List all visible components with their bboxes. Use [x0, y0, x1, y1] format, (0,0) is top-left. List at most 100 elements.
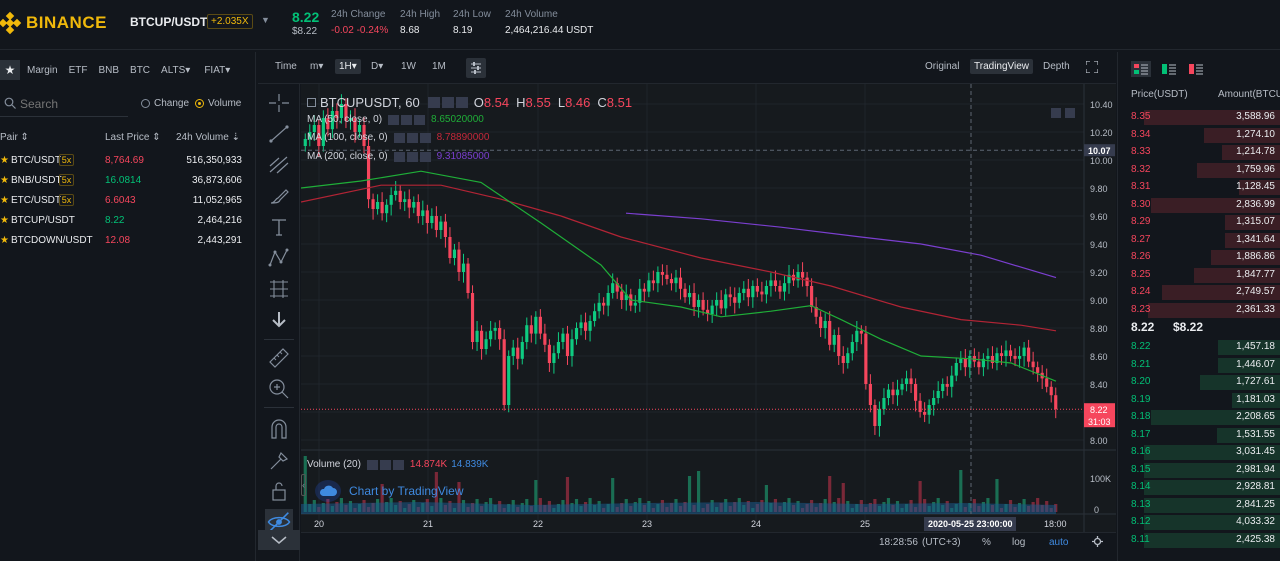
- bid-row[interactable]: 8.12 4,033.32: [1118, 514, 1280, 531]
- fib-retracement-icon[interactable]: [267, 154, 291, 176]
- ask-row[interactable]: 8.31 1,128.45: [1118, 179, 1280, 196]
- interval-day[interactable]: D▾: [371, 61, 384, 72]
- text-tool-icon[interactable]: [267, 216, 291, 238]
- bid-row[interactable]: 8.22 1,457.18: [1118, 339, 1280, 356]
- ask-row[interactable]: 8.27 1,341.64: [1118, 232, 1280, 249]
- interval-minutes[interactable]: m▾: [310, 61, 324, 72]
- binance-logo[interactable]: BINANCE: [0, 11, 107, 35]
- market-row[interactable]: ★ BTCDOWN/USDT 12.08 2,443,291: [0, 232, 250, 252]
- indicators-settings-icon[interactable]: [466, 58, 486, 78]
- orderbook-both-icon[interactable]: [1131, 61, 1151, 77]
- log-scale-button[interactable]: log: [1012, 537, 1026, 548]
- bid-row[interactable]: 8.19 1,181.03: [1118, 392, 1280, 409]
- bid-row[interactable]: 8.18 2,208.65: [1118, 409, 1280, 426]
- ma100-line: [301, 184, 1057, 332]
- ask-row[interactable]: 8.34 1,274.10: [1118, 127, 1280, 144]
- favorite-star-icon[interactable]: ★: [0, 235, 9, 246]
- last-price: 8.22: [292, 9, 320, 25]
- ask-row[interactable]: 8.24 2,749.57: [1118, 284, 1280, 301]
- view-original[interactable]: Original: [925, 61, 960, 72]
- favorites-star-icon[interactable]: ★: [0, 60, 20, 80]
- zoom-in-icon[interactable]: [267, 377, 291, 399]
- orderbook-asks-icon[interactable]: [1186, 61, 1206, 77]
- ask-row[interactable]: 8.26 1,886.86: [1118, 249, 1280, 266]
- view-tradingview[interactable]: TradingView: [970, 59, 1034, 74]
- tab-margin[interactable]: Margin: [27, 64, 58, 76]
- gear-icon[interactable]: [1092, 536, 1103, 547]
- favorite-star-icon[interactable]: ★: [0, 155, 9, 166]
- ask-row[interactable]: 8.35 3,588.96: [1118, 109, 1280, 126]
- interval-month[interactable]: 1M: [432, 61, 446, 72]
- clock-time: 18:28:56: [879, 537, 918, 548]
- chevron-down-icon[interactable]: ▼: [261, 15, 270, 25]
- price-tick-label: 8.60: [1090, 352, 1108, 362]
- pattern-icon[interactable]: [267, 247, 291, 269]
- search-input[interactable]: [20, 96, 125, 112]
- ask-row[interactable]: 8.29 1,315.07: [1118, 214, 1280, 231]
- order-price: 8.34: [1131, 128, 1151, 140]
- bid-row[interactable]: 8.20 1,727.61: [1118, 374, 1280, 391]
- ruler-icon[interactable]: [267, 346, 291, 368]
- orderbook-bids-icon[interactable]: [1159, 61, 1179, 77]
- bid-row[interactable]: 8.11 2,425.38: [1118, 532, 1280, 549]
- chart-canvas[interactable]: 10.40 10.20 10.00 9.80 9.60 9.40 9.20 9.00 8.80 8…: [301, 84, 1116, 532]
- trend-line-icon[interactable]: [267, 123, 291, 145]
- price-chart[interactable]: 10.40 10.20 10.00 9.80 9.60 9.40 9.20 9.00 8.80 8…: [301, 84, 1116, 549]
- percent-scale-button[interactable]: %: [982, 537, 991, 548]
- unlock-icon[interactable]: [267, 480, 291, 502]
- ask-row[interactable]: 8.30 2,836.99: [1118, 197, 1280, 214]
- collapse-legend-icon[interactable]: [307, 98, 316, 107]
- bid-row[interactable]: 8.14 2,928.81: [1118, 479, 1280, 496]
- auto-scale-button[interactable]: auto: [1049, 537, 1069, 548]
- pair-selector[interactable]: BTCUP/USDT: [130, 15, 208, 29]
- radio-change[interactable]: Change: [141, 98, 189, 109]
- ask-row[interactable]: 8.23 2,361.33: [1118, 302, 1280, 319]
- col-header-pair[interactable]: Pair ⇕: [0, 132, 29, 143]
- candle-body: [583, 322, 588, 331]
- candle-body: [995, 353, 999, 363]
- interval-1h[interactable]: 1H▾: [335, 59, 361, 74]
- radio-volume[interactable]: Volume: [195, 98, 241, 109]
- market-row[interactable]: ★ BNB/USDT 5x 16.0814 36,873,606: [0, 172, 250, 192]
- arrow-down-icon[interactable]: [267, 309, 291, 331]
- magnet-icon[interactable]: [267, 418, 291, 440]
- timezone-button[interactable]: (UTC+3): [922, 537, 961, 548]
- tab-alts[interactable]: ALTS▾: [161, 64, 191, 76]
- tab-fiat[interactable]: FIAT▾: [204, 64, 231, 76]
- market-row[interactable]: ★ BTC/USDT 5x 8,764.69 516,350,933: [0, 152, 250, 172]
- search-icon: [4, 97, 16, 109]
- ask-row[interactable]: 8.25 1,847.77: [1118, 267, 1280, 284]
- ask-row[interactable]: 8.33 1,214.78: [1118, 144, 1280, 161]
- interval-week[interactable]: 1W: [401, 61, 416, 72]
- crosshair-icon[interactable]: [267, 92, 291, 114]
- brush-icon[interactable]: [267, 185, 291, 207]
- bid-row[interactable]: 8.13 2,841.25: [1118, 497, 1280, 514]
- tradingview-watermark[interactable]: Chart by TradingView: [315, 480, 464, 502]
- lock-drawing-icon[interactable]: [267, 449, 291, 471]
- tab-btc[interactable]: BTC: [130, 64, 151, 76]
- interval-time[interactable]: Time: [275, 61, 297, 72]
- candle-body: [407, 199, 411, 208]
- fullscreen-icon[interactable]: [1086, 61, 1098, 73]
- tab-etf[interactable]: ETF: [68, 64, 88, 76]
- favorite-star-icon[interactable]: ★: [0, 175, 9, 186]
- favorite-star-icon[interactable]: ★: [0, 215, 9, 226]
- col-header-volume[interactable]: 24h Volume ⇣: [176, 132, 240, 143]
- bid-row[interactable]: 8.15 2,981.94: [1118, 462, 1280, 479]
- tab-bnb[interactable]: BNB: [98, 64, 120, 76]
- prediction-icon[interactable]: [267, 278, 291, 300]
- ask-row[interactable]: 8.32 1,759.96: [1118, 162, 1280, 179]
- collapse-left-icon[interactable]: ‹: [301, 474, 306, 496]
- bid-row[interactable]: 8.21 1,446.07: [1118, 357, 1280, 374]
- market-row[interactable]: ★ ETC/USDT 5x 6.6043 11,052,965: [0, 192, 250, 212]
- market-volume: 2,443,291: [197, 235, 243, 246]
- favorite-star-icon[interactable]: ★: [0, 195, 9, 206]
- pane-controls[interactable]: [1051, 108, 1075, 118]
- view-depth[interactable]: Depth: [1043, 61, 1070, 72]
- col-header-last-price[interactable]: Last Price ⇕: [105, 132, 161, 143]
- market-row[interactable]: ★ BTCUP/USDT 8.22 2,464,216: [0, 212, 250, 232]
- market-volume: 516,350,933: [186, 155, 242, 166]
- collapse-chevron-icon[interactable]: [258, 530, 300, 550]
- bid-row[interactable]: 8.16 3,031.45: [1118, 444, 1280, 461]
- bid-row[interactable]: 8.17 1,531.55: [1118, 427, 1280, 444]
